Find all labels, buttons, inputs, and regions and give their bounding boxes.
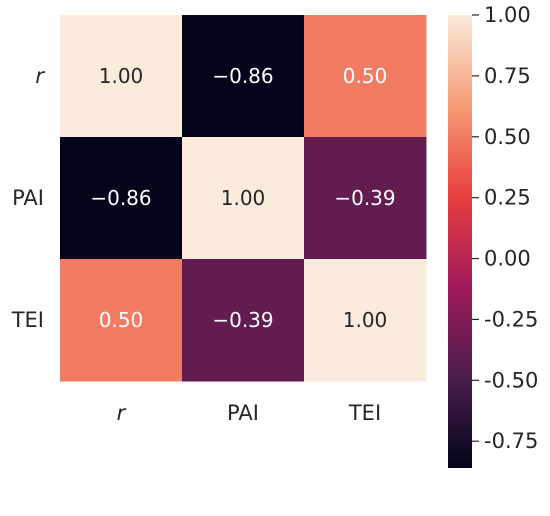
colorbar: 1.00 0.75 0.50 0.25 0.00 -0.25 -0.50 -0.75 — [448, 3, 538, 468]
column-label: TEI — [348, 401, 381, 425]
heatmap-cell-r2-c0 — [60, 259, 183, 382]
colorbar-tick-label: 0.00 — [484, 247, 531, 271]
cell-value-label: −0.39 — [334, 186, 395, 210]
heatmap-cell-labels: 1.00 −0.86 0.50 −0.86 1.00 −0.39 0.50 −0.39 1.00 — [90, 64, 395, 332]
colorbar-tick-label: 1.00 — [484, 3, 531, 27]
heatmap-cell-r2-c2 — [304, 259, 427, 382]
colorbar-tick-label: 0.75 — [484, 64, 531, 88]
heatmap-cell-r1-c1 — [182, 137, 305, 260]
cell-value-label: 0.50 — [99, 308, 144, 332]
cell-value-label: 1.00 — [343, 308, 388, 332]
row-label: TEI — [11, 308, 44, 332]
colorbar-tick-label: -0.25 — [484, 307, 538, 331]
cell-value-label: 0.50 — [343, 64, 388, 88]
column-label: PAI — [227, 401, 259, 425]
cell-value-label: −0.86 — [212, 64, 273, 88]
colorbar-tick-label: 0.25 — [484, 186, 531, 210]
column-label: r — [117, 401, 127, 425]
cell-value-label: −0.86 — [90, 186, 151, 210]
heatmap-cells — [60, 15, 427, 382]
cell-value-label: 1.00 — [221, 186, 266, 210]
colorbar-tick-label: 0.50 — [484, 125, 531, 149]
heatmap-cell-r2-c1 — [182, 259, 305, 382]
colorbar-bar — [448, 15, 472, 468]
heatmap-cell-r0-c2 — [304, 15, 427, 138]
cell-value-label: −0.39 — [212, 308, 273, 332]
colorbar-tick-label: -0.50 — [484, 368, 538, 392]
colorbar-ticks: 1.00 0.75 0.50 0.25 0.00 -0.25 -0.50 -0.75 — [472, 3, 538, 453]
heatmap-row-labels: r PAI TEI — [11, 64, 46, 332]
cell-value-label: 1.00 — [99, 64, 144, 88]
heatmap-cell-r1-c0 — [60, 137, 183, 260]
heatmap-cell-r1-c2 — [304, 137, 427, 260]
row-label: PAI — [12, 186, 44, 210]
heatmap-cell-r0-c0 — [60, 15, 183, 138]
heatmap-cell-r0-c1 — [182, 15, 305, 138]
heatmap-column-labels: r PAI TEI — [117, 401, 381, 425]
row-label: r — [35, 64, 45, 88]
colorbar-tick-label: -0.75 — [484, 429, 538, 453]
